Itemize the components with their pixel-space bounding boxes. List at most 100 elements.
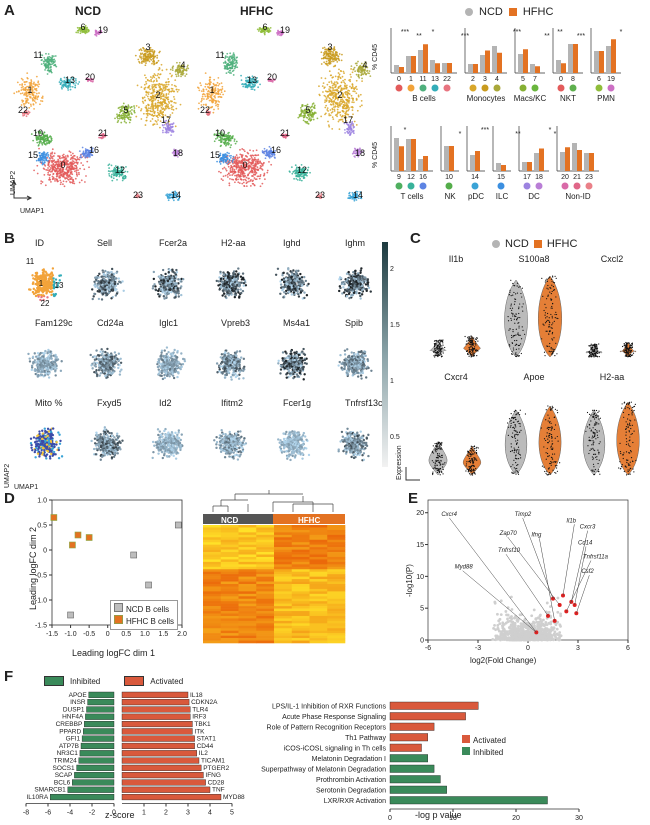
umap-cluster-label: 6 — [80, 22, 85, 32]
bar-cluster-dot — [519, 84, 527, 92]
bar-cluster-dot — [471, 182, 479, 190]
bar-group-label: Macs/KC — [514, 94, 547, 103]
volcano-xtick-label: -3 — [475, 645, 481, 652]
umap-cluster-2 — [318, 64, 363, 131]
bar-activated — [121, 691, 189, 698]
umap-cluster-label: 17 — [343, 115, 353, 125]
mds-point-ncd — [67, 611, 74, 619]
feature-umap — [337, 348, 373, 380]
bar-ncd — [530, 64, 535, 73]
bar-inhibited — [88, 691, 115, 698]
umap-b-axis-y: UMAP2 — [4, 463, 11, 488]
regulator-label-activated: IRF3 — [192, 714, 206, 721]
bar-cluster-tick: 6 — [597, 76, 601, 83]
violin-points — [621, 341, 635, 358]
volcano-gene-label: Cd14 — [578, 541, 593, 547]
volcano-points — [491, 595, 563, 642]
zscore-tick-label: 4 — [208, 810, 212, 817]
violin-points — [465, 445, 479, 476]
legend-hfhc-label: HFHC — [522, 6, 554, 18]
bar-ncd — [394, 65, 399, 73]
bar-cluster-tick: 4 — [495, 76, 499, 83]
pathway-label: LXR/RXR Activation — [324, 798, 386, 805]
bar-cluster-tick: 17 — [523, 174, 531, 181]
mds-legend-hfhc: HFHC B cells — [114, 615, 174, 627]
umap-cluster-label: 2 — [155, 90, 160, 100]
violin-shape — [463, 335, 481, 358]
bar-hfhc — [539, 148, 544, 171]
violin-shape — [504, 279, 528, 358]
mds-ytick-label: -0.5 — [35, 573, 47, 580]
umap-cluster-20 — [85, 77, 95, 83]
bar-group-label: ILC — [496, 192, 509, 201]
bar-cluster-dot — [497, 182, 505, 190]
bar-hfhc — [523, 49, 528, 73]
regulator-label-inhibited: GFI1 — [66, 736, 81, 743]
umap-cluster-label: 15 — [28, 150, 38, 160]
significance-mark: *** — [513, 29, 521, 36]
bar-ncd — [406, 56, 411, 73]
legend-f-right: Activated Inhibited — [462, 735, 506, 759]
bar-ncd — [442, 63, 447, 73]
bar-ncd — [560, 152, 565, 171]
volcano-leader-line — [566, 560, 592, 612]
bar-ncd — [606, 46, 611, 73]
pathway-bar — [389, 701, 479, 710]
violin-shape — [616, 401, 640, 476]
volcano-leader-line — [462, 570, 537, 633]
bar-activated — [121, 772, 204, 779]
umap-cluster-label: 10 — [215, 128, 225, 138]
volcano-gene-label: Tnfrsf10 — [498, 548, 521, 554]
bar-cluster-tick: 13 — [431, 76, 439, 83]
violin-points — [585, 409, 601, 476]
bar-hfhc — [423, 44, 428, 73]
umap-cluster-20 — [267, 77, 276, 83]
significance-mark: * — [620, 29, 623, 36]
bar-cluster-dot — [481, 84, 489, 92]
bar-cluster-dot — [535, 182, 543, 190]
panel-label-b: B — [4, 230, 15, 247]
umap-cluster-label: 0 — [242, 160, 247, 170]
feature-title: H2-aa — [221, 238, 246, 248]
umap-cluster-label: 14 — [171, 190, 181, 200]
bar-inhibited — [86, 706, 115, 713]
bar-cluster-dot — [561, 182, 569, 190]
umap-cluster-label: 0 — [60, 160, 65, 170]
pathway-label: Role of Pattern Recognition Receptors — [267, 725, 387, 732]
feature-umap — [89, 347, 123, 380]
pathway-bar — [389, 743, 422, 752]
mds-point-hfhc — [50, 514, 58, 521]
umap-cluster-label: 12 — [115, 165, 125, 175]
heatmap-dendrogram — [212, 490, 334, 512]
pathway-bar — [389, 733, 428, 742]
umap-cluster-17 — [161, 119, 175, 137]
bar-cluster-tick: 3 — [483, 76, 487, 83]
umap-cluster-5 — [114, 102, 136, 124]
umap-cluster-label: 11 — [215, 50, 224, 60]
umap-cluster-label: 20 — [85, 72, 95, 82]
umap-cluster-label: 17 — [161, 115, 171, 125]
panel-label-e: E — [408, 490, 419, 507]
mds-xtick-label: 1.0 — [140, 631, 150, 638]
umap-cluster-label: 4 — [362, 60, 367, 70]
mds-ytick-label: 1.0 — [37, 498, 47, 505]
significance-mark: ** — [544, 33, 550, 40]
umap-cluster-18 — [171, 148, 183, 158]
bar-ncd — [468, 64, 473, 73]
legend-right-inhibited: Inhibited — [462, 747, 506, 759]
feature-title: Vpreb3 — [221, 318, 251, 328]
mds-ylabel: Leading logFC dim 2 — [28, 526, 38, 610]
violin-gene-title: Il1b — [449, 254, 464, 264]
significance-mark: ** — [557, 29, 563, 36]
regulator-label-activated: TBK1 — [194, 721, 211, 728]
mds-xlabel: Leading logFC dim 1 — [72, 648, 156, 658]
regulator-label-activated: CDKN2A — [191, 699, 218, 706]
umap-cluster-10 — [30, 130, 53, 147]
bar-cluster-dot — [595, 84, 603, 92]
bar-ncd — [584, 153, 589, 171]
feature-title: Ifitm2 — [221, 398, 244, 408]
umap-cluster-13 — [58, 76, 81, 91]
feature-umap — [156, 346, 187, 381]
pathway-label: Th1 Pathway — [345, 735, 386, 742]
